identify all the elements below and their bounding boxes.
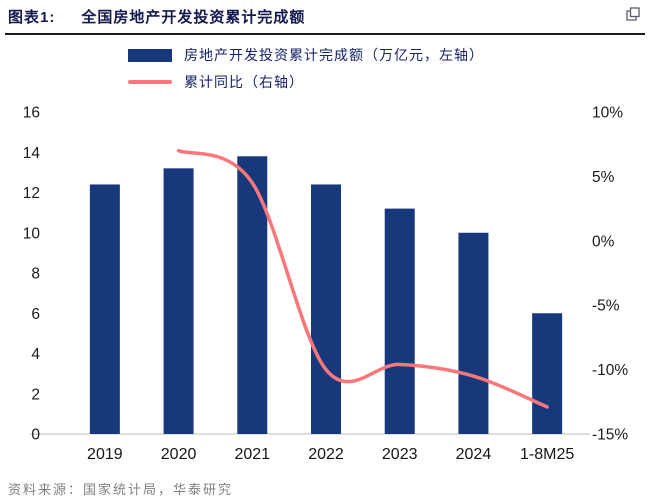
svg-text:8: 8 — [31, 266, 40, 283]
bar-series-swatch — [128, 48, 172, 62]
svg-text:4: 4 — [31, 346, 40, 363]
svg-text:-10%: -10% — [592, 362, 628, 379]
bar-1-8M25 — [532, 313, 563, 434]
svg-text:-5%: -5% — [592, 298, 620, 315]
svg-text:0: 0 — [31, 427, 40, 444]
bar-2019 — [89, 184, 120, 434]
svg-text:10%: 10% — [592, 105, 623, 122]
svg-text:10: 10 — [23, 225, 41, 242]
svg-text:2022: 2022 — [308, 446, 344, 463]
bar-2023 — [384, 208, 415, 434]
legend-item-bar: 房地产开发投资累计完成额（万亿元，左轴） — [128, 45, 650, 65]
bar-2022 — [311, 184, 341, 434]
figure-label: 图表1: — [8, 9, 56, 26]
copy-icon-glyph — [626, 7, 640, 21]
legend-item-line: 累计同比（右轴） — [128, 72, 650, 92]
svg-text:14: 14 — [23, 145, 41, 162]
figure-header: 图表1: 全国房地产开发投资累计完成额 — [5, 6, 645, 35]
svg-text:2019: 2019 — [87, 446, 123, 463]
svg-text:2020: 2020 — [161, 446, 197, 463]
svg-text:16: 16 — [23, 105, 40, 122]
svg-text:2021: 2021 — [234, 446, 270, 463]
svg-text:6: 6 — [31, 306, 40, 323]
svg-text:2024: 2024 — [456, 446, 492, 463]
yoy-line — [176, 148, 549, 409]
chart-legend: 房地产开发投资累计完成额（万亿元，左轴） 累计同比（右轴） — [128, 45, 650, 92]
figure-title-row: 图表1: 全国房地产开发投资累计完成额 — [8, 6, 305, 27]
bar-2020 — [163, 168, 194, 434]
line-series-swatch — [128, 80, 172, 84]
svg-text:0%: 0% — [592, 233, 615, 250]
figure-title: 全国房地产开发投资累计完成额 — [81, 9, 306, 26]
copy-icon[interactable] — [624, 6, 642, 27]
bar-series-label: 房地产开发投资累计完成额（万亿元，左轴） — [184, 47, 484, 63]
svg-text:2023: 2023 — [382, 446, 418, 463]
svg-text:12: 12 — [23, 185, 40, 202]
line-series-label: 累计同比（右轴） — [184, 74, 304, 90]
chart-area: 16 14 12 10 8 6 4 2 0 10% 5% 0% -5% -10% -15% 2019 2020 2… — [0, 98, 650, 475]
bar-line-chart: 16 14 12 10 8 6 4 2 0 10% 5% 0% -5% -10% -15% 2019 2020 2… — [23, 105, 629, 464]
svg-text:-15%: -15% — [592, 427, 628, 444]
svg-text:5%: 5% — [592, 169, 615, 186]
source-note: 资料来源：国家统计局，华泰研究 — [8, 482, 234, 496]
bar-2024 — [458, 232, 489, 434]
svg-text:1-8M25: 1-8M25 — [520, 446, 574, 463]
bar-2021 — [237, 156, 268, 434]
svg-text:2: 2 — [31, 386, 40, 403]
